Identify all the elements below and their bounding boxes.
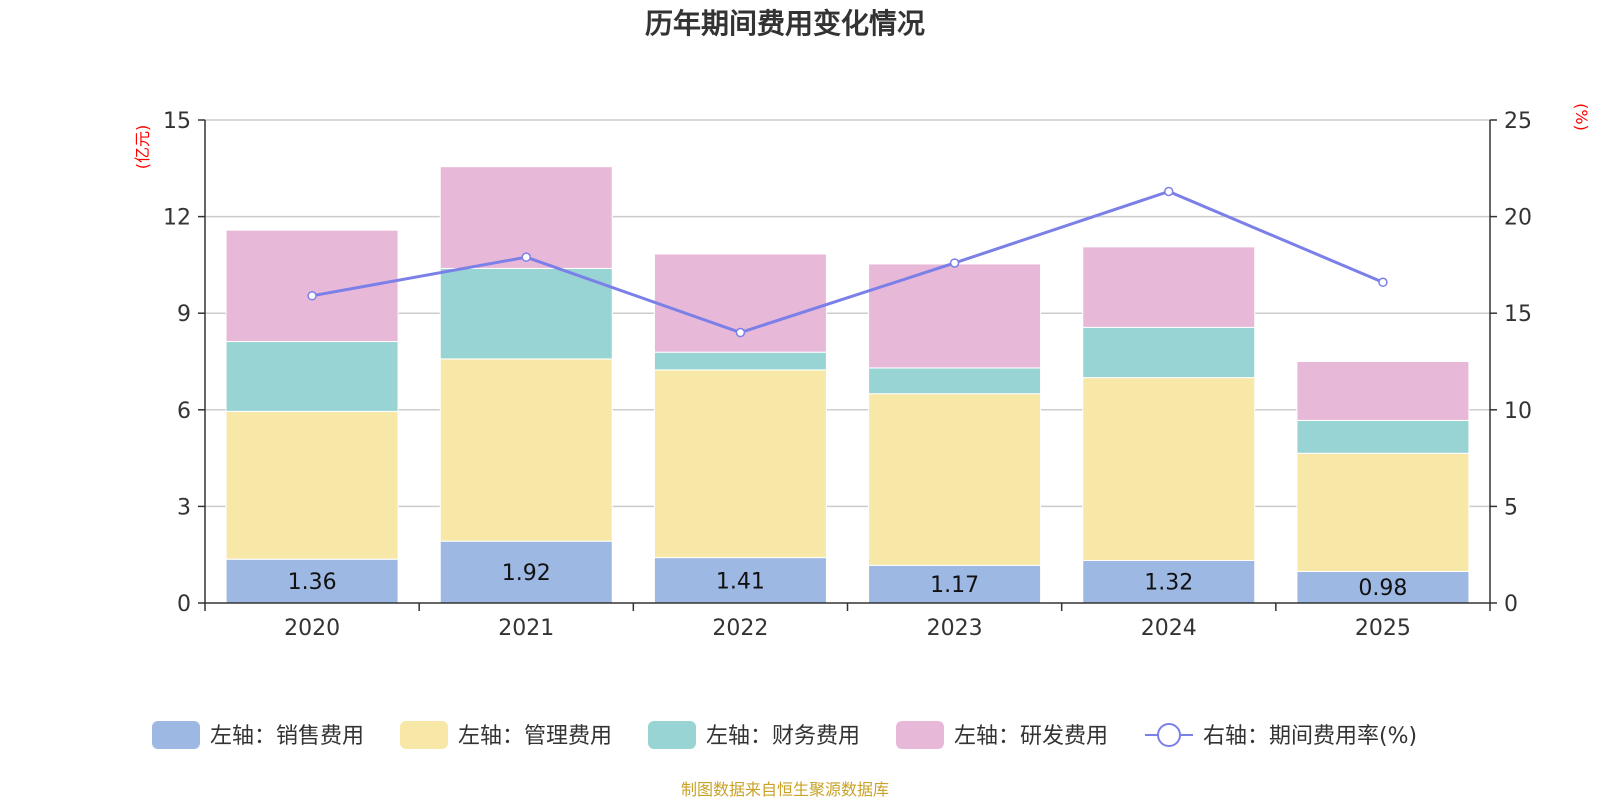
- bar-value-label-2021: 1.92: [502, 561, 551, 586]
- left-axis-unit: (亿元): [133, 125, 152, 170]
- legend-swatch-3: [648, 721, 696, 749]
- legend-label-2[interactable]: 左轴：管理费用: [458, 724, 612, 749]
- bar-2-2023[interactable]: [868, 393, 1042, 566]
- bar-value-label-2020: 1.36: [288, 570, 337, 595]
- x-axis-label-2022: 2022: [712, 616, 768, 641]
- rate-point-2020[interactable]: [307, 291, 317, 301]
- left-axis-tick-label: 0: [177, 592, 191, 617]
- bar-2-2025[interactable]: [1296, 452, 1470, 572]
- bar-series: [225, 166, 1470, 604]
- legend-label-4[interactable]: 左轴：研发费用: [954, 724, 1108, 749]
- bar-3-2023[interactable]: [868, 367, 1042, 395]
- rate-line-series: [307, 186, 1388, 338]
- x-axis-label-2024: 2024: [1141, 616, 1197, 641]
- bar-3-2020[interactable]: [225, 341, 399, 412]
- bar-4-2024[interactable]: [1082, 246, 1256, 328]
- bar-1-2020[interactable]: [225, 558, 399, 604]
- bar-3-2024[interactable]: [1082, 326, 1256, 379]
- x-axis-label-2023: 2023: [927, 616, 983, 641]
- grid-lines: [205, 119, 1490, 508]
- bar-value-label-2025: 0.98: [1358, 576, 1407, 601]
- bar-4-2021[interactable]: [439, 166, 613, 269]
- left-axis-tick-label: 6: [177, 399, 191, 424]
- right-axis-tick-label: 0: [1504, 592, 1518, 617]
- bar-3-2022[interactable]: [653, 351, 827, 371]
- source-note: 制图数据来自恒生聚源数据库: [681, 780, 889, 799]
- bar-2-2021[interactable]: [439, 358, 613, 542]
- rate-line: [311, 189, 1384, 335]
- legend-swatch-1: [152, 721, 200, 749]
- right-axis-tick-label: 5: [1504, 495, 1518, 520]
- right-axis-tick-label: 10: [1504, 399, 1532, 424]
- bar-3-2025[interactable]: [1296, 419, 1470, 454]
- legend-label-3[interactable]: 左轴：财务费用: [706, 724, 860, 749]
- bar-value-label-2023: 1.17: [930, 573, 979, 598]
- left-axis-tick-label: 3: [177, 495, 191, 520]
- right-axis-tick-label: 20: [1504, 206, 1532, 231]
- legend-swatch-2: [400, 721, 448, 749]
- chart-title: 历年期间费用变化情况: [645, 7, 925, 40]
- bar-3-2021[interactable]: [439, 267, 613, 360]
- bar-4-2025[interactable]: [1296, 361, 1470, 421]
- left-axis-tick-label: 12: [163, 206, 191, 231]
- bar-value-label-2024: 1.32: [1144, 571, 1193, 596]
- right-axis-tick-label: 15: [1504, 302, 1532, 327]
- legend: 左轴：销售费用 左轴：管理费用 左轴：财务费用 左轴：研发费用 右轴：期间费用率(%): [152, 721, 1417, 749]
- bar-4-2023[interactable]: [868, 263, 1042, 369]
- x-axis-label-2021: 2021: [498, 616, 554, 641]
- x-axis-label-2020: 2020: [284, 616, 340, 641]
- bar-1-2024[interactable]: [1082, 559, 1256, 604]
- left-axis-tick-label: 15: [163, 109, 191, 134]
- right-axis-tick-label: 25: [1504, 109, 1532, 134]
- bar-4-2022[interactable]: [653, 253, 827, 353]
- bar-1-2025[interactable]: [1296, 570, 1470, 604]
- bar-2-2022[interactable]: [653, 369, 827, 559]
- bar-2-2024[interactable]: [1082, 377, 1256, 561]
- bar-value-label-2022: 1.41: [716, 569, 765, 594]
- bar-data-labels: 1.36 1.92 1.41 1.17 1.32 0.98: [288, 561, 1408, 601]
- rate-point-2024[interactable]: [1164, 186, 1174, 197]
- legend-line-marker: [1157, 723, 1181, 747]
- rate-point-2021[interactable]: [521, 252, 531, 262]
- rate-point-2022[interactable]: [735, 327, 746, 338]
- x-axis-label-2025: 2025: [1355, 616, 1411, 641]
- left-axis-tick-label: 9: [177, 302, 191, 327]
- legend-label-5[interactable]: 右轴：期间费用率(%): [1203, 724, 1417, 749]
- rate-point-2023[interactable]: [949, 258, 960, 268]
- right-axis-unit: (%): [1572, 103, 1591, 131]
- legend-label-1[interactable]: 左轴：销售费用: [210, 724, 364, 749]
- rate-point-2025[interactable]: [1378, 277, 1388, 288]
- legend-swatch-4: [896, 721, 944, 749]
- bar-2-2020[interactable]: [225, 410, 399, 560]
